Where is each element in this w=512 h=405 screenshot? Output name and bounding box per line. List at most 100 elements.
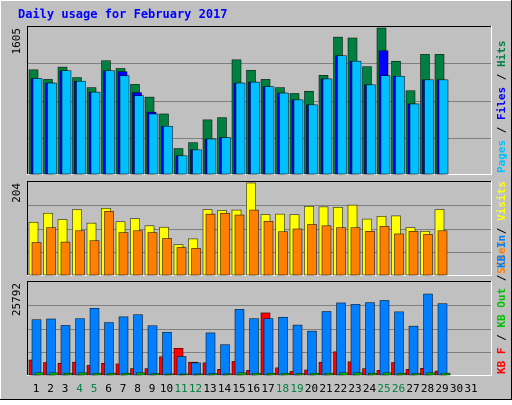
x-tick-label: 23: [348, 382, 361, 395]
x-tick-label: 4: [76, 382, 83, 395]
bar-kb-in-day-2: [46, 318, 56, 376]
bar-kb-out-day-25: [382, 372, 393, 376]
bar-pages-day-1: [32, 78, 43, 175]
x-tick-label: 7: [120, 382, 127, 395]
bar-pages-day-22: [337, 55, 347, 175]
legend-part: /: [495, 67, 508, 87]
x-tick-label: 10: [160, 382, 173, 395]
bar-sites-day-15: [234, 214, 245, 276]
bar-sites-day-19: [292, 228, 303, 276]
bar-pages-day-12: [192, 149, 202, 175]
bar-pages-day-11: [177, 155, 188, 175]
legend-part: Sites: [495, 241, 508, 274]
legend-part: /: [495, 221, 508, 241]
bar-pages-day-18: [279, 92, 289, 175]
bar-kb-in-day-12: [191, 362, 201, 376]
x-tick-label: 9: [149, 382, 156, 395]
bar-kb-in-day-18: [278, 316, 288, 376]
bar-sites-day-13: [205, 213, 216, 276]
bar-kb-out-day-13: [208, 373, 219, 376]
x-tick-label: 22: [334, 382, 347, 395]
bar-kb-out-day-5: [92, 372, 103, 376]
bar-kb-out-day-26: [397, 372, 407, 376]
bar-sites-day-23: [350, 227, 361, 276]
bar-sites-day-5: [89, 240, 100, 276]
bar-kb-out-day-14: [223, 373, 233, 376]
x-tick-label: 28: [421, 382, 434, 395]
legend-part: Pages: [495, 140, 508, 173]
bar-kb-out-day-10: [165, 373, 175, 376]
bar-pages-day-20: [308, 104, 318, 175]
bar-pages-day-6: [105, 70, 115, 175]
legend-part: Hits: [495, 41, 508, 68]
y-axis-max-label: 204: [10, 183, 23, 203]
bar-kb-out-day-2: [49, 372, 59, 376]
bar-kb-in-day-5: [89, 308, 100, 376]
bar-sites-day-7: [118, 232, 129, 276]
bar-pages-day-10: [163, 125, 173, 175]
bar-kb-out-day-22: [339, 372, 349, 376]
bar-pages-day-15: [235, 82, 246, 175]
bar-kb-out-day-24: [368, 372, 378, 376]
bar-kb-out-day-1: [34, 372, 45, 376]
bar-pages-day-16: [250, 81, 260, 175]
bar-kb-out-day-23: [353, 372, 364, 376]
bar-sites-day-8: [133, 230, 143, 276]
bar-kb-in-day-6: [104, 322, 114, 376]
bar-kb-out-day-8: [136, 372, 146, 376]
x-tick-label: 3: [62, 382, 69, 395]
bar-pages-day-3: [61, 70, 72, 175]
bar-kb-in-day-4: [75, 318, 85, 376]
bar-pages-day-14: [221, 137, 231, 175]
legend-part: /: [495, 120, 508, 140]
x-tick-label: 2: [47, 382, 54, 395]
right-legend-label: Sites / Visits: [495, 181, 508, 274]
bar-sites-day-21: [321, 225, 332, 276]
bar-sites-day-25: [379, 226, 390, 276]
bar-pages-day-25: [380, 75, 391, 175]
x-tick-label: 21: [319, 382, 332, 395]
legend-part: KB In: [495, 235, 508, 268]
panel-sites-visits: 204 Sites / Visits: [10, 181, 508, 276]
bar-pages-day-21: [322, 78, 333, 175]
x-tick-label: 27: [406, 382, 419, 395]
bar-kb-out-day-12: [194, 373, 204, 376]
bar-kb-out-day-16: [252, 372, 262, 376]
bar-pages-day-4: [76, 80, 86, 175]
bar-kb-in-day-20: [307, 330, 317, 376]
legend-part: /: [495, 268, 508, 288]
bar-kb-out-day-6: [107, 372, 117, 376]
bar-kb-in-day-28: [423, 293, 433, 376]
bar-sites-day-26: [394, 233, 404, 276]
bar-pages-day-5: [90, 91, 101, 175]
x-tick-label: 20: [305, 382, 318, 395]
bar-pages-day-9: [148, 113, 159, 175]
legend-part: KB F: [495, 348, 508, 375]
x-tick-label: 25: [377, 382, 390, 395]
bar-sites-day-4: [75, 230, 85, 276]
bar-kb-in-day-16: [249, 318, 259, 376]
bar-sites-day-12: [191, 248, 201, 276]
x-tick-label: 14: [218, 382, 232, 395]
bar-pages-day-2: [47, 82, 57, 175]
bar-kb-out-day-15: [237, 372, 248, 376]
bar-sites-day-1: [31, 242, 42, 276]
bar-pages-day-13: [206, 138, 217, 175]
bar-kb-out-day-18: [281, 372, 291, 376]
bar-sites-day-6: [104, 211, 114, 276]
x-tick-label: 12: [189, 382, 202, 395]
x-tick-label: 8: [134, 382, 141, 395]
x-axis-labels: 1 2 3 4 5 6 7 8 9 10 11 12 13 14 15 16 17 18 19 20 21 22 23 24 2…: [33, 382, 478, 395]
chart-title: Daily usage for February 2017: [18, 7, 228, 21]
bar-kb-in-day-23: [350, 304, 361, 376]
bar-sites-day-20: [307, 224, 317, 276]
x-tick-label: 15: [232, 382, 245, 395]
bar-kb-in-day-3: [60, 325, 71, 376]
bar-pages-day-28: [424, 79, 434, 175]
bar-sites-day-11: [176, 247, 187, 276]
bar-pages-day-7: [119, 75, 130, 175]
bar-kb-in-day-21: [321, 311, 332, 376]
y-axis-max-label: 25792: [10, 283, 23, 316]
bar-sites-day-14: [220, 212, 230, 276]
x-tick-label: 26: [392, 382, 405, 395]
